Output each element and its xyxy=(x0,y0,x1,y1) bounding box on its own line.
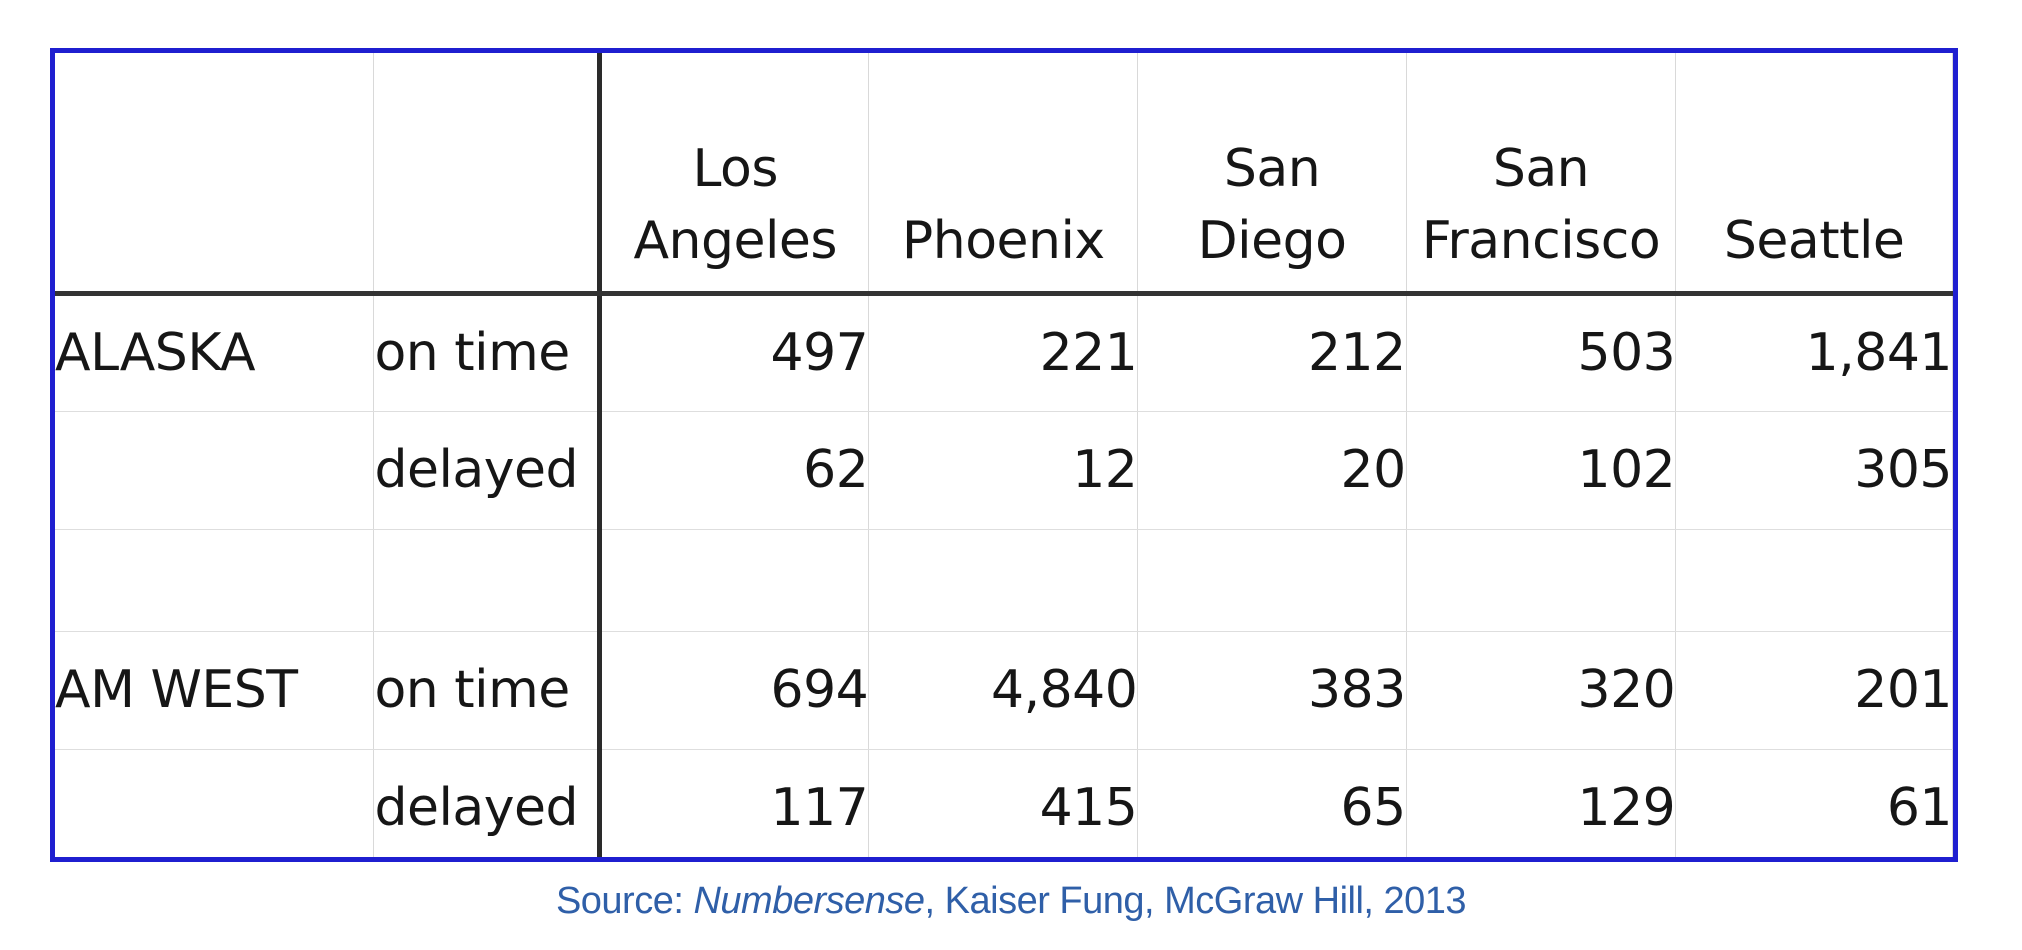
count-cell: 212 xyxy=(1137,293,1407,412)
count-cell: 62 xyxy=(599,411,870,530)
count-cell: 694 xyxy=(599,631,870,750)
empty-cell xyxy=(1137,529,1407,632)
empty-cell xyxy=(55,529,375,632)
spacer-row xyxy=(55,529,1953,632)
count-cell: 61 xyxy=(1675,749,1953,857)
count-cell: 415 xyxy=(868,749,1139,857)
count-cell: 383 xyxy=(1137,631,1407,750)
count-cell: 1,841 xyxy=(1675,293,1953,412)
city-name-line-2: Seattle xyxy=(1723,210,1905,271)
airline-label: ALASKA xyxy=(55,293,375,412)
empty-cell xyxy=(868,529,1139,632)
source-prefix: Source: xyxy=(555,880,694,922)
status-label: delayed xyxy=(373,749,603,857)
count-cell: 221 xyxy=(868,293,1139,412)
empty-cell xyxy=(1406,529,1677,632)
column-header-san-diego: San Diego xyxy=(1137,53,1407,296)
count-cell: 497 xyxy=(599,293,870,412)
count-cell: 129 xyxy=(1406,749,1677,857)
table-frame: Los Angeles Phoenix San Diego San Franci… xyxy=(50,48,1958,862)
source-book-title: Numbersense xyxy=(693,880,925,922)
empty-cell xyxy=(599,529,870,632)
count-cell: 305 xyxy=(1675,411,1953,530)
column-header-los-angeles: Los Angeles xyxy=(599,53,870,296)
status-header-cell xyxy=(373,53,603,296)
airline-label xyxy=(55,411,375,530)
count-cell: 201 xyxy=(1675,631,1953,750)
city-name-line-2: Angeles xyxy=(633,210,837,271)
table-row: delayed 62 12 20 102 305 xyxy=(55,411,1953,530)
airline-label xyxy=(55,749,375,857)
count-cell: 320 xyxy=(1406,631,1677,750)
status-label: delayed xyxy=(373,411,603,530)
city-name-line-2: Diego xyxy=(1197,210,1347,271)
count-cell: 12 xyxy=(868,411,1139,530)
flights-table: Los Angeles Phoenix San Diego San Franci… xyxy=(55,53,1953,857)
column-header-san-francisco: San Francisco xyxy=(1406,53,1677,296)
airline-label: AM WEST xyxy=(55,631,375,750)
column-header-phoenix: Phoenix xyxy=(868,53,1139,296)
empty-cell xyxy=(1675,529,1953,632)
status-label: on time xyxy=(373,631,603,750)
city-name-line-1: San xyxy=(1223,138,1321,199)
count-cell: 4,840 xyxy=(868,631,1139,750)
status-label: on time xyxy=(373,293,603,412)
table-row: AM WEST on time 694 4,840 383 320 201 xyxy=(55,631,1953,750)
header-row: Los Angeles Phoenix San Diego San Franci… xyxy=(55,53,1953,296)
count-cell: 503 xyxy=(1406,293,1677,412)
city-name-line-1: San xyxy=(1492,138,1590,199)
table-row: delayed 117 415 65 129 61 xyxy=(55,749,1953,857)
count-cell: 117 xyxy=(599,749,870,857)
count-cell: 102 xyxy=(1406,411,1677,530)
empty-cell xyxy=(373,529,603,632)
source-citation: Source: Numbersense, Kaiser Fung, McGraw… xyxy=(0,880,2022,923)
column-header-seattle: Seattle xyxy=(1675,53,1953,296)
count-cell: 20 xyxy=(1137,411,1407,530)
city-name-line-1: Los xyxy=(692,138,778,199)
corner-cell xyxy=(55,53,375,296)
source-details: , Kaiser Fung, McGraw Hill, 2013 xyxy=(924,880,1467,922)
table-row: ALASKA on time 497 221 212 503 1,841 xyxy=(55,293,1953,412)
city-name-line-2: Francisco xyxy=(1421,210,1661,271)
count-cell: 65 xyxy=(1137,749,1407,857)
city-name-line-2: Phoenix xyxy=(901,210,1105,271)
